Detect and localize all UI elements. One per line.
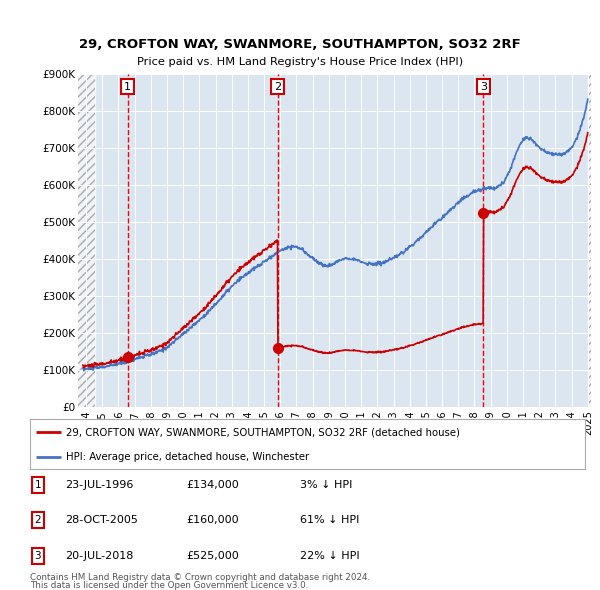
Text: 1: 1 bbox=[124, 81, 131, 91]
Text: HPI: Average price, detached house, Winchester: HPI: Average price, detached house, Winc… bbox=[66, 451, 309, 461]
Text: 22% ↓ HPI: 22% ↓ HPI bbox=[300, 551, 359, 560]
Text: 23-JUL-1996: 23-JUL-1996 bbox=[65, 480, 133, 490]
Text: 3% ↓ HPI: 3% ↓ HPI bbox=[300, 480, 352, 490]
Polygon shape bbox=[588, 74, 591, 407]
Text: 29, CROFTON WAY, SWANMORE, SOUTHAMPTON, SO32 2RF: 29, CROFTON WAY, SWANMORE, SOUTHAMPTON, … bbox=[79, 38, 521, 51]
Text: £160,000: £160,000 bbox=[186, 516, 239, 525]
Text: 2: 2 bbox=[274, 81, 281, 91]
Polygon shape bbox=[78, 74, 95, 407]
Text: 3: 3 bbox=[480, 81, 487, 91]
Text: 1: 1 bbox=[34, 480, 41, 490]
Text: 61% ↓ HPI: 61% ↓ HPI bbox=[300, 516, 359, 525]
Text: 3: 3 bbox=[34, 551, 41, 560]
Text: £525,000: £525,000 bbox=[186, 551, 239, 560]
Text: This data is licensed under the Open Government Licence v3.0.: This data is licensed under the Open Gov… bbox=[30, 581, 308, 590]
Text: 28-OCT-2005: 28-OCT-2005 bbox=[65, 516, 137, 525]
Text: Contains HM Land Registry data © Crown copyright and database right 2024.: Contains HM Land Registry data © Crown c… bbox=[30, 572, 370, 582]
Text: 20-JUL-2018: 20-JUL-2018 bbox=[65, 551, 133, 560]
Text: 29, CROFTON WAY, SWANMORE, SOUTHAMPTON, SO32 2RF (detached house): 29, CROFTON WAY, SWANMORE, SOUTHAMPTON, … bbox=[66, 427, 460, 437]
Text: £134,000: £134,000 bbox=[186, 480, 239, 490]
Text: 2: 2 bbox=[34, 516, 41, 525]
Text: Price paid vs. HM Land Registry's House Price Index (HPI): Price paid vs. HM Land Registry's House … bbox=[137, 57, 463, 67]
